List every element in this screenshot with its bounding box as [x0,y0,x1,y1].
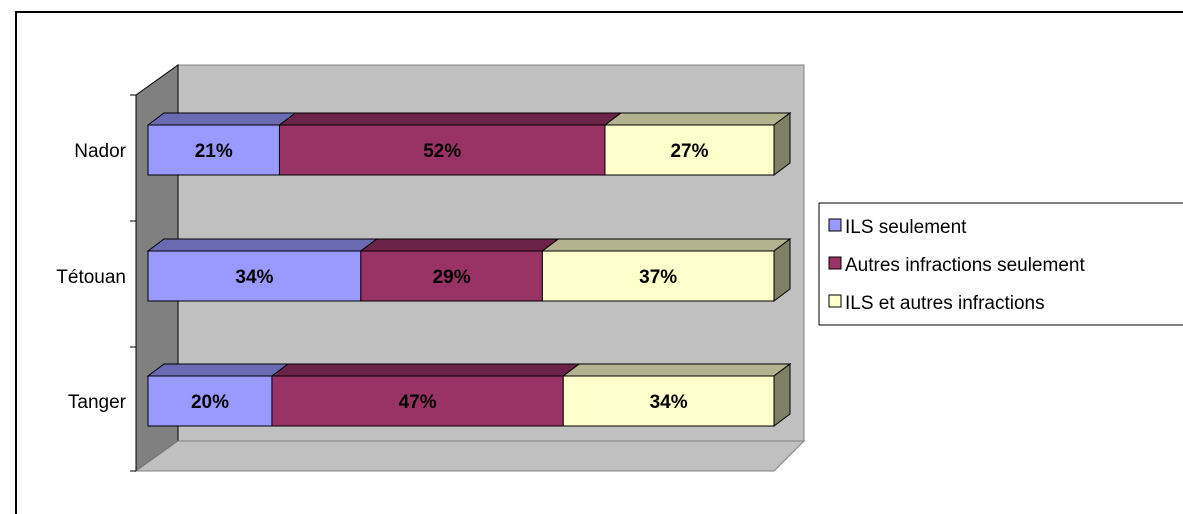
bar-top-face [561,363,792,377]
legend-swatch [828,294,842,308]
legend-box [818,202,1183,326]
bar-top-face [277,112,623,126]
category-label: Tétouan [56,267,126,288]
data-label: 21% [195,141,233,162]
bar-top-face [540,238,792,252]
data-label: 27% [670,141,708,162]
bar-top-face [359,238,560,252]
data-label: 20% [191,392,229,413]
bar-top-face [146,112,297,126]
legend-label: Autres infractions seulement [845,255,1085,276]
data-label: 52% [423,141,461,162]
floor [134,440,806,472]
data-label: 34% [650,392,688,413]
data-label: 47% [399,392,437,413]
legend-label: ILS seulement [845,217,967,238]
category-axis: Nador Tétouan Tanger [56,94,137,472]
bar-end-face [773,112,791,176]
bar-top-face [270,363,581,377]
data-label: 29% [433,267,471,288]
legend-label: ILS et autres infractions [845,293,1045,314]
bar-end-face [773,238,791,302]
legend-swatch [828,218,842,232]
bar-end-face [773,363,791,427]
bar-top-face [146,363,290,377]
category-label: Tanger [68,392,127,413]
data-label: 37% [639,267,677,288]
bar-segment [271,375,564,427]
bar-top-face [146,238,379,252]
legend: ILS seulement Autres infractions seulemen… [818,202,1183,326]
bar-segment [147,375,273,427]
data-label: 34% [235,267,273,288]
bars-group: 21% 52% 27% 34% 29% 37% 20% 47% 34% [146,112,792,427]
legend-swatch [828,256,842,270]
bar-segment [147,250,362,302]
bar-segment [541,250,775,302]
category-label: Nador [74,141,126,162]
bar-top-face [603,112,792,126]
bar-segment [360,250,543,302]
